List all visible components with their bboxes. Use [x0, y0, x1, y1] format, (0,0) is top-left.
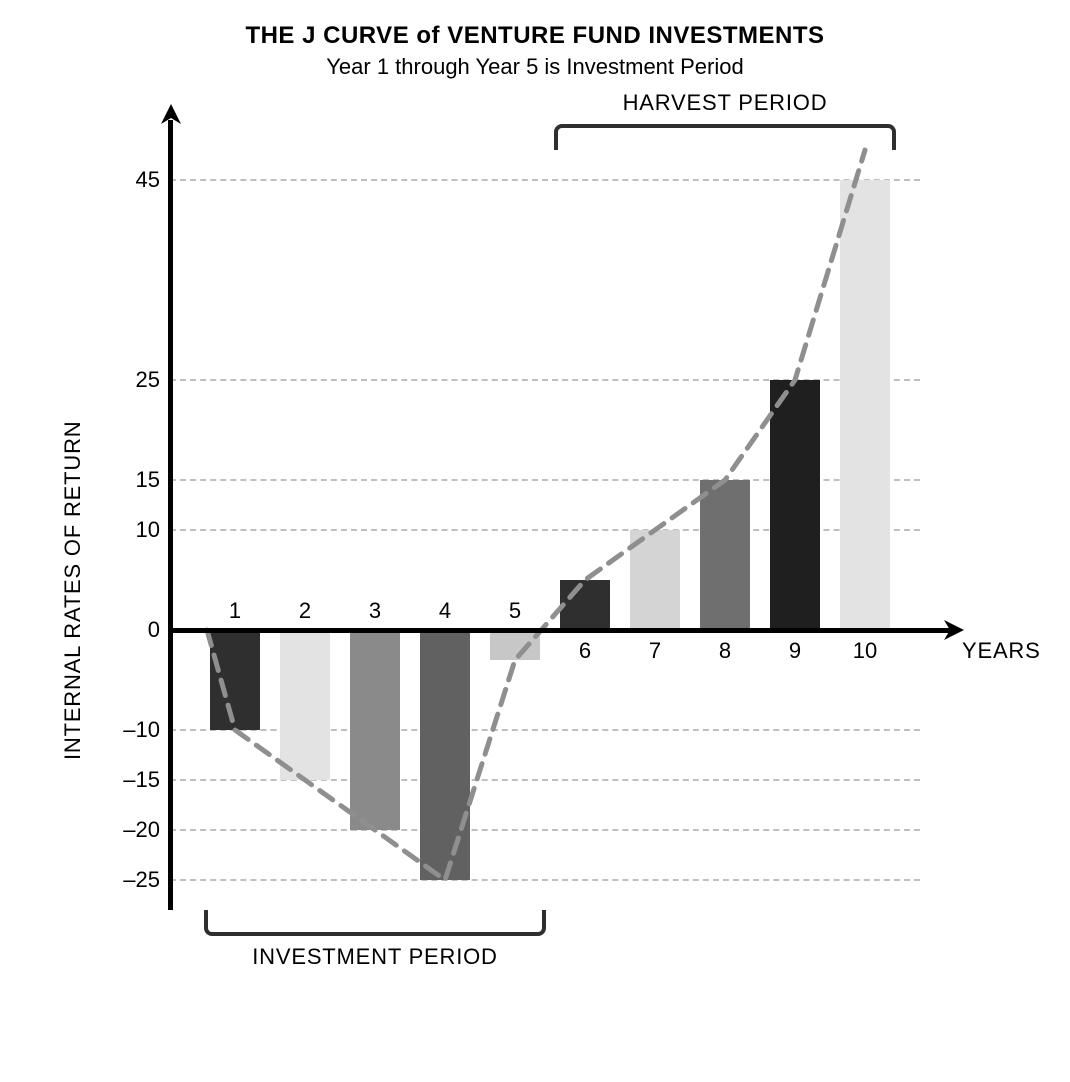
y-axis: [168, 120, 173, 910]
x-category-label: 7: [630, 638, 680, 664]
chart-title: THE J CURVE of VENTURE FUND INVESTMENTS: [0, 22, 1070, 50]
x-category-label: 10: [840, 638, 890, 664]
x-category-label: 9: [770, 638, 820, 664]
x-axis-label: YEARS: [962, 638, 1041, 664]
investment-bracket: [204, 910, 546, 936]
investment-bracket-label: INVESTMENT PERIOD: [204, 944, 546, 970]
x-category-label: 5: [490, 598, 540, 624]
x-category-label: 1: [210, 598, 260, 624]
y-tick-label: –20: [100, 817, 160, 843]
harvest-bracket: [554, 124, 896, 150]
x-category-label: 3: [350, 598, 400, 624]
y-tick-label: –15: [100, 767, 160, 793]
x-category-label: 2: [280, 598, 330, 624]
axis-arrow-icon: [157, 102, 185, 130]
chart-subtitle: Year 1 through Year 5 is Investment Peri…: [0, 54, 1070, 80]
y-tick-label: –10: [100, 717, 160, 743]
j-curve: [170, 130, 990, 910]
y-tick-label: 0: [100, 617, 160, 643]
y-tick-label: 25: [100, 367, 160, 393]
x-category-label: 8: [700, 638, 750, 664]
y-tick-label: –25: [100, 867, 160, 893]
y-tick-label: 15: [100, 467, 160, 493]
chart-area: –25–20–15–1001015254512345678910YEARSINT…: [170, 130, 990, 910]
y-tick-label: 10: [100, 517, 160, 543]
x-category-label: 6: [560, 638, 610, 664]
x-category-label: 4: [420, 598, 470, 624]
y-axis-label: INTERNAL RATES OF RETURN: [60, 421, 86, 760]
x-axis: [168, 628, 950, 633]
y-tick-label: 45: [100, 167, 160, 193]
harvest-bracket-label: HARVEST PERIOD: [554, 90, 896, 116]
